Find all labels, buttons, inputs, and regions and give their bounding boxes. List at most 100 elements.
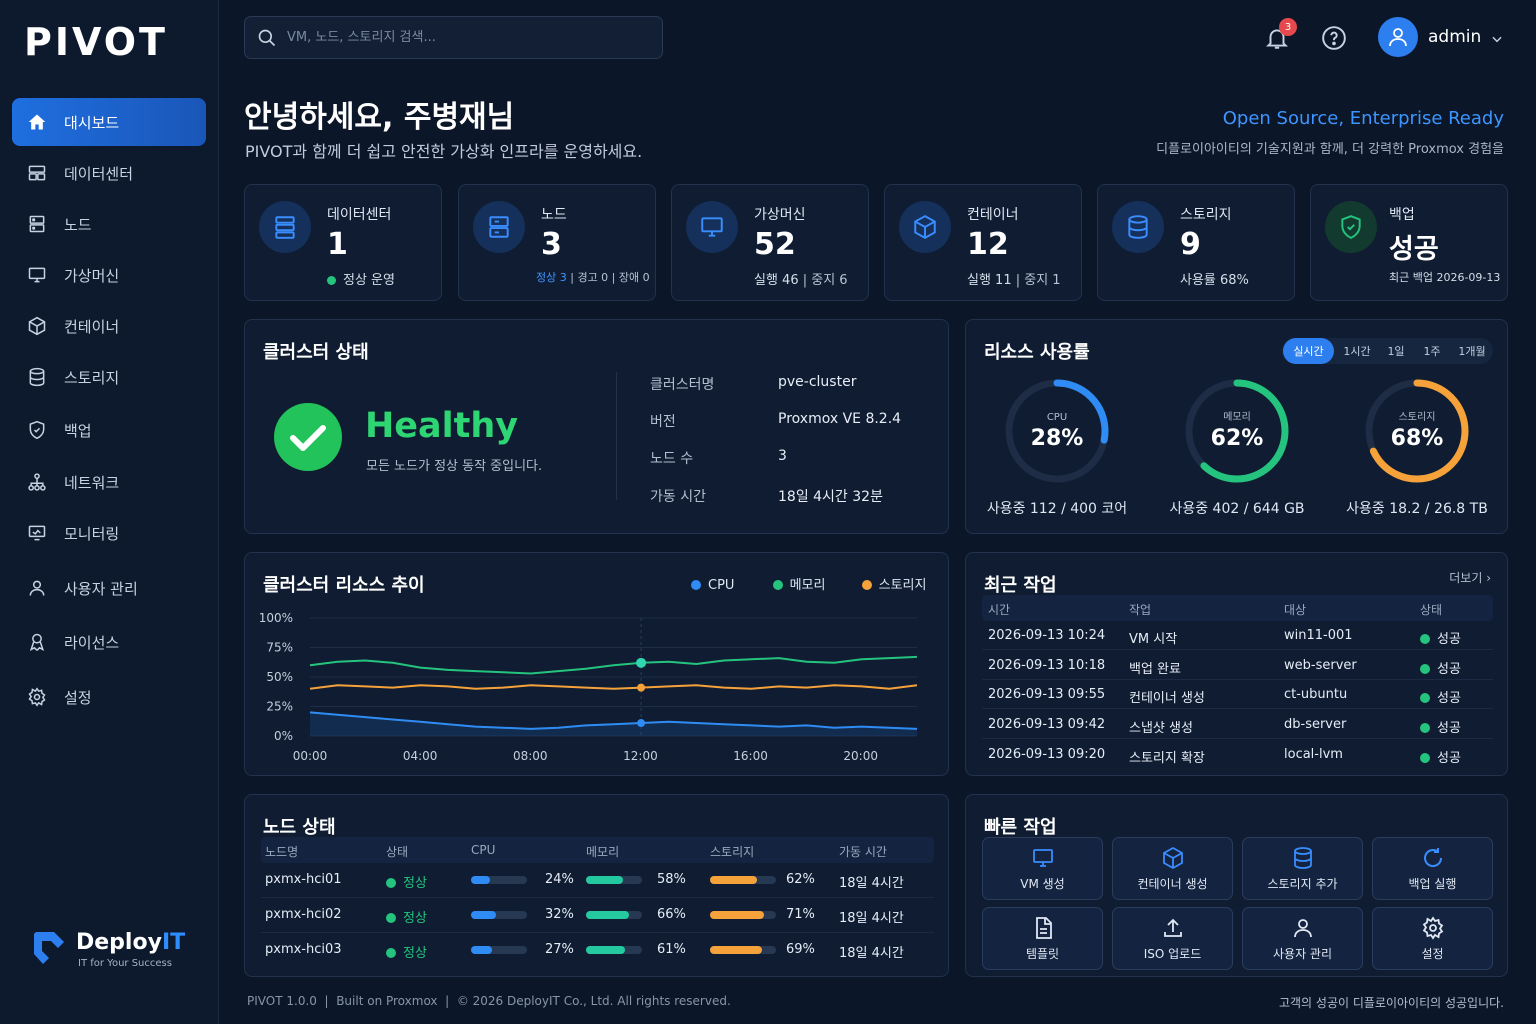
summary-card-containers[interactable]: 컨테이너 12 실행 11 | 중지 1 — [884, 184, 1082, 301]
gauge-name: CPU — [1047, 412, 1067, 423]
sidebar-item-containers[interactable]: 컨테이너 — [12, 302, 206, 350]
uptime-value: 18일 4시간 — [839, 876, 904, 891]
tab-1w[interactable]: 1주 — [1423, 345, 1441, 358]
sidebar-item-storage[interactable]: 스토리지 — [12, 353, 206, 401]
user-manage-button[interactable]: 사용자 관리 — [1242, 907, 1363, 970]
sidebar-item-datacenter[interactable]: 데이터센터 — [12, 149, 206, 197]
legend-storage[interactable]: 스토리지 — [861, 578, 926, 593]
deployit-tagline: IT for Your Success — [78, 958, 172, 969]
card-label: 가상머신 — [754, 207, 806, 223]
sidebar-item-nodes[interactable]: 노드 — [12, 200, 206, 248]
server-icon — [473, 201, 525, 253]
table-header — [261, 837, 934, 863]
legend-cpu[interactable]: CPU — [691, 578, 734, 593]
cell-target: db-server — [1284, 717, 1347, 733]
status-badge: 성공 — [1420, 628, 1461, 647]
card-value: 9 — [1180, 227, 1201, 262]
sidebar-item-license[interactable]: 라이선스 — [12, 618, 206, 666]
status-badge: 성공 — [1420, 658, 1461, 677]
sidebar-item-dashboard[interactable]: 대시보드 — [12, 98, 206, 146]
col-header: 상태 — [386, 845, 409, 859]
node-name: pxmx-hci03 — [265, 942, 342, 957]
legend-memory[interactable]: 메모리 — [772, 578, 825, 593]
mem-progress-bar — [586, 911, 642, 919]
recent-tasks-panel: 최근 작업 더보기 › 시간 작업 대상 상태 2026-09-13 10:24… — [965, 552, 1508, 776]
sidebar-item-settings[interactable]: 설정 — [12, 673, 206, 721]
iso-upload-button[interactable]: ISO 업로드 — [1112, 907, 1233, 970]
table-row[interactable] — [261, 864, 934, 898]
summary-card-storage[interactable]: 스토리지 9 사용률 68% — [1097, 184, 1295, 301]
more-link[interactable]: 더보기 › — [1449, 571, 1491, 585]
button-label: ISO 업로드 — [1143, 946, 1202, 961]
user-name[interactable]: admin — [1428, 27, 1482, 47]
settings-button[interactable]: 설정 — [1372, 907, 1493, 970]
tab-1m[interactable]: 1개월 — [1458, 345, 1486, 358]
x-tick-label: 12:00 — [623, 749, 658, 763]
sidebar-item-backup[interactable]: 백업 — [12, 406, 206, 454]
cpu-value: 24% — [545, 872, 574, 887]
card-label: 스토리지 — [1180, 207, 1232, 223]
table-row[interactable] — [982, 622, 1493, 650]
template-button[interactable]: 템플릿 — [982, 907, 1103, 970]
cpu-value: 32% — [545, 907, 574, 922]
panel-title: 클러스터 리소스 추이 — [263, 575, 425, 596]
backup-run-button[interactable]: 백업 실행 — [1372, 837, 1493, 900]
sidebar-item-users[interactable]: 사용자 관리 — [12, 564, 206, 612]
container-create-button[interactable]: 컨테이너 생성 — [1112, 837, 1233, 900]
cluster-health: Healthy — [365, 406, 519, 446]
series-line-CPU — [309, 711, 918, 730]
summary-card-datacenter[interactable]: 데이터센터 1 정상 운영 — [244, 184, 442, 301]
upload-icon — [1163, 918, 1182, 937]
table-row[interactable] — [982, 681, 1493, 710]
summary-card-vms[interactable]: 가상머신 52 실행 46 | 중지 6 — [671, 184, 869, 301]
cpu-progress-bar — [471, 876, 527, 884]
sidebar-item-network[interactable]: 네트워크 — [12, 458, 206, 506]
table-row[interactable] — [982, 652, 1493, 680]
cluster-health-sub: 모든 노드가 정상 동작 중입니다. — [366, 459, 543, 474]
mem-value: 61% — [657, 942, 686, 957]
chevron-down-icon[interactable] — [1490, 32, 1504, 46]
sidebar-item-monitoring[interactable]: 모니터링 — [12, 509, 206, 557]
storage-add-button[interactable]: 스토리지 추가 — [1242, 837, 1363, 900]
kv-value: 3 — [778, 448, 787, 464]
cell-task: VM 시작 — [1129, 632, 1178, 647]
deployit-logo-icon — [34, 932, 64, 964]
tab-realtime[interactable]: 실시간 — [1283, 338, 1334, 364]
card-value: 3 — [541, 227, 562, 262]
sidebar-item-label: 스토리지 — [64, 368, 120, 387]
card-label: 컨테이너 — [967, 207, 1019, 223]
server-icon — [26, 213, 48, 235]
cube-icon — [26, 315, 48, 337]
button-label: 사용자 관리 — [1272, 946, 1332, 961]
gauge-detail: 사용중 402 / 644 GB — [1169, 501, 1305, 517]
card-label: 노드 — [541, 207, 567, 223]
sto-progress-bar — [710, 911, 776, 919]
sto-value: 62% — [786, 872, 815, 887]
sidebar-item-label: 가상머신 — [64, 266, 120, 285]
datacenter-icon — [259, 201, 311, 253]
panel-title: 리소스 사용률 — [984, 342, 1090, 363]
search-input[interactable] — [287, 30, 647, 45]
table-row[interactable] — [982, 711, 1493, 740]
search-bar[interactable] — [244, 16, 663, 59]
summary-card-backup[interactable]: 백업 성공 최근 백업 2026-09-13 — [1310, 184, 1508, 301]
node-name: pxmx-hci02 — [265, 907, 342, 922]
summary-card-nodes[interactable]: 노드 3 정상 3 | 경고 0 | 장애 0 — [458, 184, 656, 301]
tab-1d[interactable]: 1일 — [1387, 345, 1405, 358]
sto-value: 69% — [786, 942, 815, 957]
sidebar-item-vms[interactable]: 가상머신 — [12, 251, 206, 299]
notification-button[interactable]: 3 — [1263, 18, 1297, 52]
document-icon — [1035, 916, 1052, 939]
gauge-arc — [1185, 379, 1289, 483]
svg-text:PIVOT: PIVOT — [24, 22, 168, 62]
user-icon — [1293, 918, 1312, 937]
panel-title: 빠른 작업 — [984, 817, 1057, 838]
pivot-logo[interactable]: PIVOT — [24, 22, 194, 62]
monitor-icon — [686, 201, 738, 253]
table-row[interactable] — [261, 899, 934, 933]
tab-1h[interactable]: 1시간 — [1343, 345, 1371, 358]
button-label: 컨테이너 생성 — [1137, 876, 1208, 891]
vm-create-button[interactable]: VM 생성 — [982, 837, 1103, 900]
help-button[interactable] — [1320, 24, 1348, 52]
avatar[interactable] — [1378, 17, 1418, 57]
